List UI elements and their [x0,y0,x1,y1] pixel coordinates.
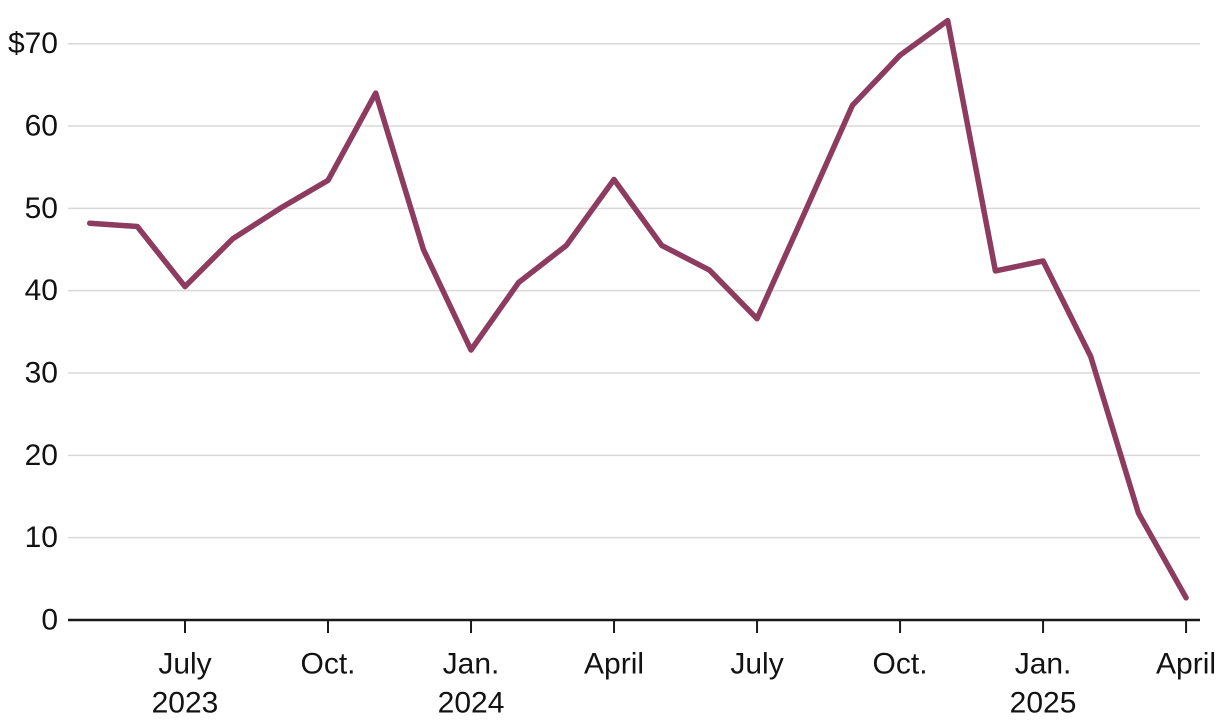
y-tick-label: 20 [25,439,58,472]
y-tick-label: 50 [25,192,58,225]
y-tick-label: 60 [25,110,58,143]
x-tick-year-label: 2025 [1010,687,1077,720]
x-tick-label: July [158,648,211,681]
x-tick-year-label: 2023 [152,687,219,720]
x-tick-year-label: 2024 [438,687,505,720]
y-tick-label: $70 [8,27,58,60]
x-tick-label: July [730,648,783,681]
x-tick-label: April [1156,648,1216,681]
y-tick-label: 30 [25,357,58,390]
x-tick-label: April [584,648,644,681]
x-tick-label: Oct. [301,648,356,681]
x-tick-label: Jan. [443,648,500,681]
y-tick-label: 10 [25,521,58,554]
x-tick-label: Jan. [1015,648,1072,681]
y-tick-label: 40 [25,274,58,307]
data-line [86,17,1189,601]
y-tick-label: 0 [41,604,58,637]
x-tick-label: Oct. [873,648,928,681]
